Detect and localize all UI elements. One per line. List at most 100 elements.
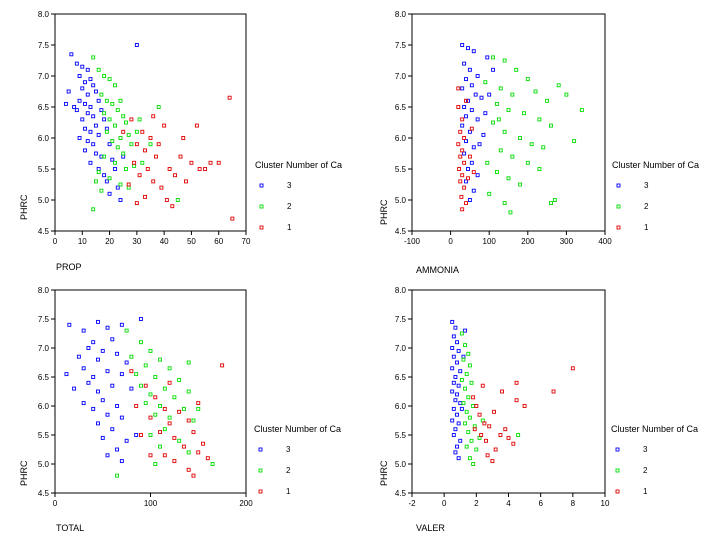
data-point — [81, 366, 86, 371]
data-point — [196, 406, 201, 411]
y-tick-label: 5.5 — [38, 165, 50, 174]
data-point — [514, 67, 519, 72]
legend-label: 3 — [644, 181, 649, 190]
data-point — [64, 372, 69, 377]
data-point — [107, 176, 112, 181]
data-point — [460, 117, 465, 122]
data-point — [115, 108, 120, 113]
x-axis-label: TOTAL — [56, 523, 84, 533]
data-point — [177, 438, 182, 443]
data-point — [154, 154, 158, 159]
data-point — [461, 357, 466, 362]
data-point — [570, 366, 575, 371]
data-point — [466, 46, 470, 51]
data-point — [134, 43, 139, 47]
legend-marker — [615, 468, 620, 473]
y-tick-label: 5.5 — [395, 431, 407, 440]
data-point — [74, 61, 79, 66]
legend-label: 1 — [643, 487, 648, 496]
data-point — [110, 139, 115, 144]
data-point — [181, 136, 186, 140]
data-point — [173, 173, 178, 178]
data-point — [158, 404, 163, 408]
data-point — [450, 319, 455, 324]
data-point — [480, 383, 485, 388]
plot-frame — [54, 289, 247, 494]
data-point — [124, 328, 129, 333]
x-tick-label: 70 — [242, 237, 251, 246]
y-tick-label: 6.5 — [38, 373, 50, 382]
data-point — [170, 204, 175, 209]
data-point — [456, 348, 461, 353]
data-point — [466, 351, 471, 356]
series-3 — [63, 43, 139, 202]
data-point — [156, 105, 161, 109]
data-point — [467, 198, 472, 202]
data-point — [115, 404, 120, 408]
data-point — [510, 92, 515, 97]
plot-frame — [411, 13, 606, 232]
data-point — [516, 433, 521, 437]
y-tick-label: 6.0 — [395, 134, 407, 143]
data-point — [477, 142, 482, 147]
data-point — [96, 421, 100, 426]
data-point — [74, 108, 79, 113]
data-point — [473, 92, 478, 97]
data-point — [500, 389, 505, 394]
data-point — [110, 383, 115, 388]
data-point — [508, 210, 513, 215]
data-point — [107, 77, 112, 82]
data-point — [138, 383, 143, 388]
data-point — [153, 395, 158, 400]
data-point — [67, 322, 72, 327]
data-point — [457, 167, 462, 171]
legend-label: 1 — [644, 223, 649, 232]
y-tick-label: 8.0 — [38, 10, 50, 19]
legend-label: 1 — [287, 223, 292, 232]
data-point — [487, 191, 492, 196]
data-point — [491, 67, 496, 72]
data-point — [579, 108, 584, 113]
data-point — [175, 198, 180, 202]
data-point — [164, 198, 169, 202]
data-point — [462, 160, 467, 165]
y-tick-label: 4.5 — [38, 489, 50, 498]
data-point — [137, 117, 142, 122]
data-point — [77, 136, 82, 140]
data-point — [533, 89, 538, 94]
data-point — [450, 389, 455, 394]
data-point — [143, 383, 148, 388]
data-point — [451, 334, 456, 339]
data-point — [110, 101, 115, 106]
y-tick-label: 4.5 — [38, 227, 50, 236]
legend-title: Cluster Number of Ca — [255, 160, 342, 170]
data-point — [118, 198, 123, 202]
data-point — [191, 473, 196, 478]
data-point — [107, 142, 112, 147]
data-point — [148, 348, 153, 353]
data-point — [105, 453, 110, 458]
data-point — [167, 415, 172, 420]
data-point — [466, 395, 471, 400]
x-tick-label: 300 — [560, 237, 574, 246]
data-point — [86, 346, 91, 350]
legend-marker — [615, 447, 620, 452]
data-point — [466, 176, 470, 181]
data-point — [205, 456, 210, 461]
data-point — [105, 325, 110, 330]
data-point — [186, 467, 191, 472]
data-point — [93, 151, 98, 156]
data-point — [461, 401, 466, 406]
data-point — [455, 340, 459, 345]
data-point — [455, 392, 459, 397]
data-point — [102, 74, 107, 78]
data-point — [483, 111, 488, 116]
data-point — [93, 179, 98, 184]
data-point — [451, 380, 456, 385]
data-point — [178, 154, 183, 159]
data-point — [177, 409, 182, 414]
data-point — [148, 136, 153, 140]
data-point — [467, 67, 472, 72]
data-point — [96, 132, 101, 137]
data-point — [177, 377, 182, 382]
